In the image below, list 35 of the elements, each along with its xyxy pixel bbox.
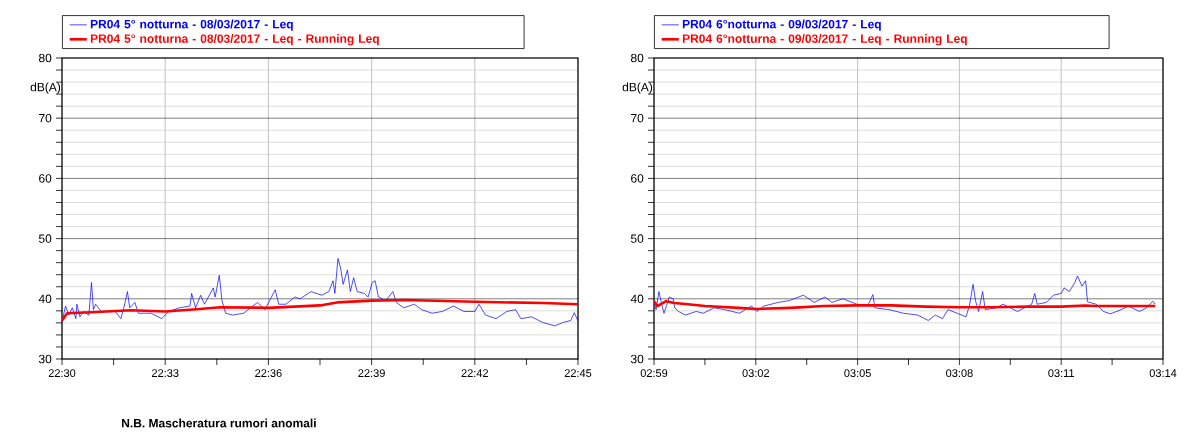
line-series (62, 298, 579, 322)
line-series (62, 258, 579, 327)
y-tick-label: 30 (630, 354, 644, 364)
y-tick-label: 50 (38, 234, 52, 243)
line-series (654, 299, 1157, 311)
y-tick-label: 80 (630, 53, 644, 63)
x-tick-label: 03:14 (1149, 369, 1177, 377)
x-tick-label: 03:11 (1048, 369, 1075, 377)
y-tick-label: 60 (39, 174, 52, 183)
x-tick-label: 22:30 (48, 369, 76, 377)
x-tick-label: 03:05 (844, 369, 871, 377)
x-tick-label: 22:39 (358, 369, 385, 377)
y-axis-title: dB(A) (30, 82, 61, 94)
legend-label: PR04 5° notturna - 08/03/2017 - Leq - Running Leq (90, 34, 379, 46)
x-tick-label: 03:02 (742, 369, 770, 377)
y-tick-label: 30 (38, 354, 52, 364)
text: N.B. Mascheratura rumori anomali (122, 418, 316, 428)
x-tick-label: 22:42 (461, 369, 489, 377)
x-tick-label: 22:33 (151, 369, 179, 377)
y-tick-label: 70 (631, 113, 644, 123)
x-tick-label: 03:08 (946, 369, 973, 377)
legend-label: PR04 6°notturna - 09/03/2017 - Leq - Running Leq (682, 34, 967, 46)
y-tick-label: 70 (39, 113, 52, 123)
x-tick-label: 22:36 (255, 369, 282, 377)
legend-label: PR04 5° notturna - 08/03/2017 - Leq (90, 19, 293, 31)
y-tick-label: 50 (630, 234, 644, 243)
x-tick-label: 22:45 (564, 369, 592, 377)
y-axis-title: dB(A) (622, 82, 653, 94)
legend-label: PR04 6°notturna - 09/03/2017 - Leq (682, 19, 881, 31)
y-tick-label: 40 (630, 294, 644, 304)
y-tick-label: 80 (38, 53, 52, 63)
y-tick-label: 40 (38, 294, 52, 304)
line-series (654, 275, 1156, 321)
x-tick-label: 02:59 (640, 369, 668, 377)
y-tick-label: 60 (631, 174, 644, 183)
